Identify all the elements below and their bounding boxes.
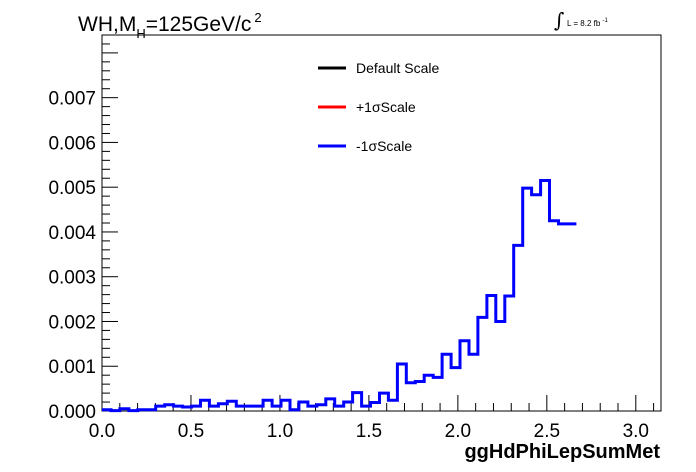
plot-frame — [101, 34, 662, 412]
legend-entry: Default Scale — [356, 60, 439, 76]
y-tick-label: 0.004 — [48, 223, 96, 244]
series-layer — [102, 179, 577, 413]
x-tick-label: 0.5 — [178, 421, 204, 442]
title-prefix: WH,M — [78, 13, 137, 36]
y-tick-label: 0.005 — [48, 178, 96, 199]
y-tick-label: 0.006 — [48, 133, 96, 154]
y-axis-ticks: 0.000 0.001 0.002 0.003 0.004 0.005 0.006 0.007 — [48, 34, 118, 423]
integral-symbol: ∫ — [554, 8, 565, 32]
legend: Default Scale +1σScale -1σScale — [318, 60, 439, 154]
y-tick-label: 0.000 — [48, 402, 96, 423]
legend-entry: -1σScale — [356, 138, 412, 154]
title-subscript: H — [136, 26, 146, 41]
x-tick-label: 0.0 — [89, 421, 115, 442]
title-superscript: 2 — [254, 10, 262, 25]
luminosity-exponent: -1 — [602, 18, 608, 24]
x-axis-label: ggHdPhiLepSumMet — [464, 441, 660, 463]
y-tick-label: 0.001 — [48, 357, 96, 378]
x-tick-label: 1.0 — [267, 421, 293, 442]
x-tick-label: 3.0 — [623, 421, 649, 442]
luminosity-label: ∫ L = 8.2 fb -1 — [554, 8, 608, 32]
legend-entry: +1σScale — [356, 99, 416, 115]
x-tick-label: 2.0 — [445, 421, 471, 442]
x-tick-label: 2.5 — [534, 421, 560, 442]
x-axis-ticks: 0.0 0.5 1.0 1.5 2.0 2.5 3.0 — [89, 395, 655, 442]
y-tick-label: 0.003 — [48, 268, 96, 289]
y-tick-label: 0.002 — [48, 312, 96, 333]
x-tick-label: 1.5 — [356, 421, 382, 442]
series-line — [102, 179, 577, 413]
y-tick-label: 0.007 — [48, 89, 96, 110]
title-main: =125GeV/c — [145, 13, 252, 36]
chart-title: WH,MH=125GeV/c 2 — [78, 10, 262, 41]
luminosity-text: L = 8.2 fb — [567, 19, 601, 28]
